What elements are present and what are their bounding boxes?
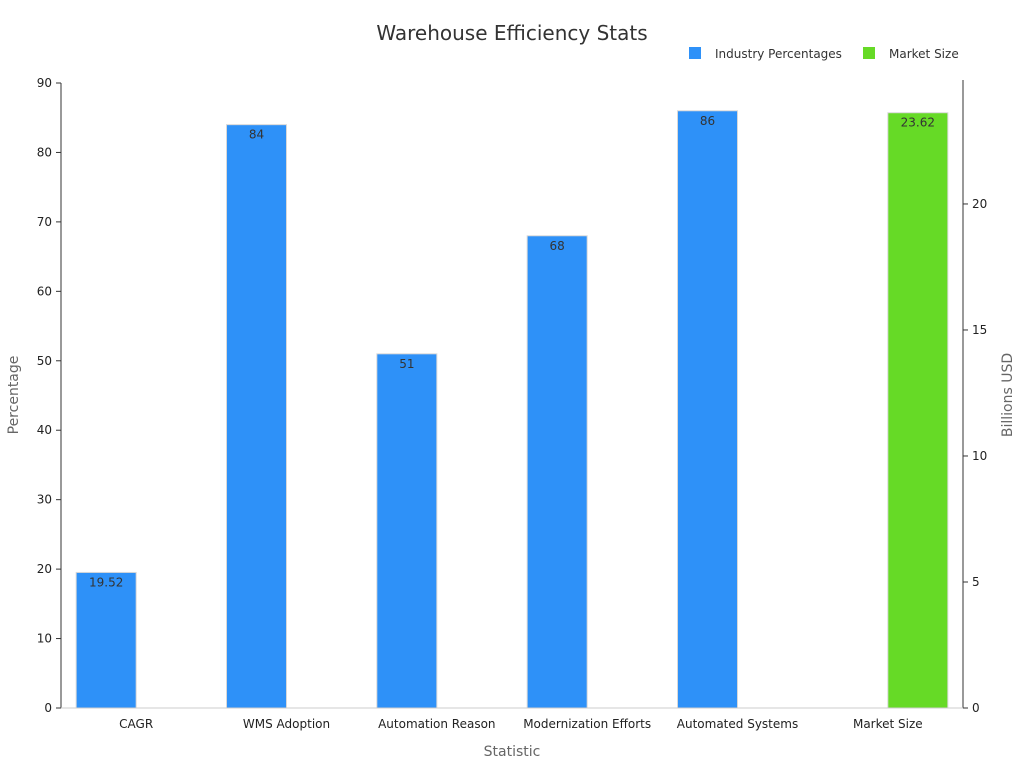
legend: Industry Percentages Market Size: [689, 47, 959, 61]
left-y-tick-label: 20: [37, 562, 52, 576]
x-tick-label: Automation Reason: [378, 717, 495, 731]
bar-automation-reason[interactable]: [376, 353, 438, 709]
bar-value-label: 23.62: [901, 116, 935, 130]
left-y-tick-label: 80: [37, 145, 52, 159]
bar-value-label: 19.52: [89, 575, 123, 589]
bars: [75, 110, 949, 709]
x-axis-title: Statistic: [484, 744, 541, 760]
right-y-tick-label: 0: [972, 701, 980, 715]
bar-wms-adoption[interactable]: [226, 124, 287, 709]
legend-swatch: [689, 47, 701, 59]
left-y-tick-label: 0: [44, 701, 52, 715]
left-y-tick-label: 40: [37, 423, 52, 437]
x-tick-label: Market Size: [853, 717, 923, 731]
legend-label[interactable]: Market Size: [889, 47, 959, 61]
chart-title: Warehouse Efficiency Stats: [376, 21, 647, 45]
left-y-tick-label: 70: [37, 215, 52, 229]
bar-value-label: 84: [249, 128, 264, 142]
y-axis-title: Percentage: [6, 356, 22, 435]
x-tick-label: CAGR: [119, 717, 153, 731]
left-y-ticks: 0 10 20 30 40 50 60 70 80 90: [37, 76, 61, 715]
x-tick-label: Modernization Efforts: [523, 717, 651, 731]
x-tick-label: WMS Adoption: [243, 717, 330, 731]
left-y-tick-label: 60: [37, 284, 52, 298]
bar-value-label: 86: [700, 114, 715, 128]
bar-value-label: 68: [550, 239, 565, 253]
legend-swatch: [863, 47, 875, 59]
bar-value-label: 51: [399, 357, 414, 371]
right-y-tick-label: 20: [972, 197, 987, 211]
left-y-tick-label: 50: [37, 354, 52, 368]
right-y-tick-label: 10: [972, 449, 987, 463]
left-y-tick-label: 10: [37, 632, 52, 646]
left-y-tick-label: 90: [37, 76, 52, 90]
bar-market-size[interactable]: [887, 112, 949, 709]
bar-automated-systems[interactable]: [677, 110, 738, 709]
bar-labels: 19.52 84 51 68 86 23.62: [89, 114, 935, 590]
right-y-tick-label: 15: [972, 323, 987, 337]
x-ticks: CAGR WMS Adoption Automation Reason Moderni…: [119, 717, 923, 731]
right-y-tick-label: 5: [972, 575, 980, 589]
right-y-ticks: 0 5 10 15 20: [963, 197, 987, 715]
x-tick-label: Automated Systems: [677, 717, 798, 731]
bar-modernization-efforts[interactable]: [526, 235, 588, 709]
bar-cagr[interactable]: [75, 571, 137, 709]
legend-label[interactable]: Industry Percentages: [715, 47, 842, 61]
y2-axis-title: Billions USD: [1000, 353, 1016, 437]
left-y-tick-label: 30: [37, 493, 52, 507]
